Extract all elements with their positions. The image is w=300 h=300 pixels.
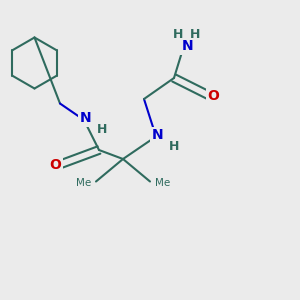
- Text: Me: Me: [76, 178, 92, 188]
- Text: N: N: [152, 128, 163, 142]
- Text: N: N: [182, 40, 193, 53]
- Text: H: H: [169, 140, 179, 154]
- Text: O: O: [50, 158, 61, 172]
- Text: O: O: [207, 89, 219, 103]
- Text: N: N: [80, 112, 91, 125]
- Text: H: H: [173, 28, 184, 41]
- Text: H: H: [97, 122, 107, 136]
- Text: Me: Me: [154, 178, 170, 188]
- Text: H: H: [190, 28, 200, 41]
